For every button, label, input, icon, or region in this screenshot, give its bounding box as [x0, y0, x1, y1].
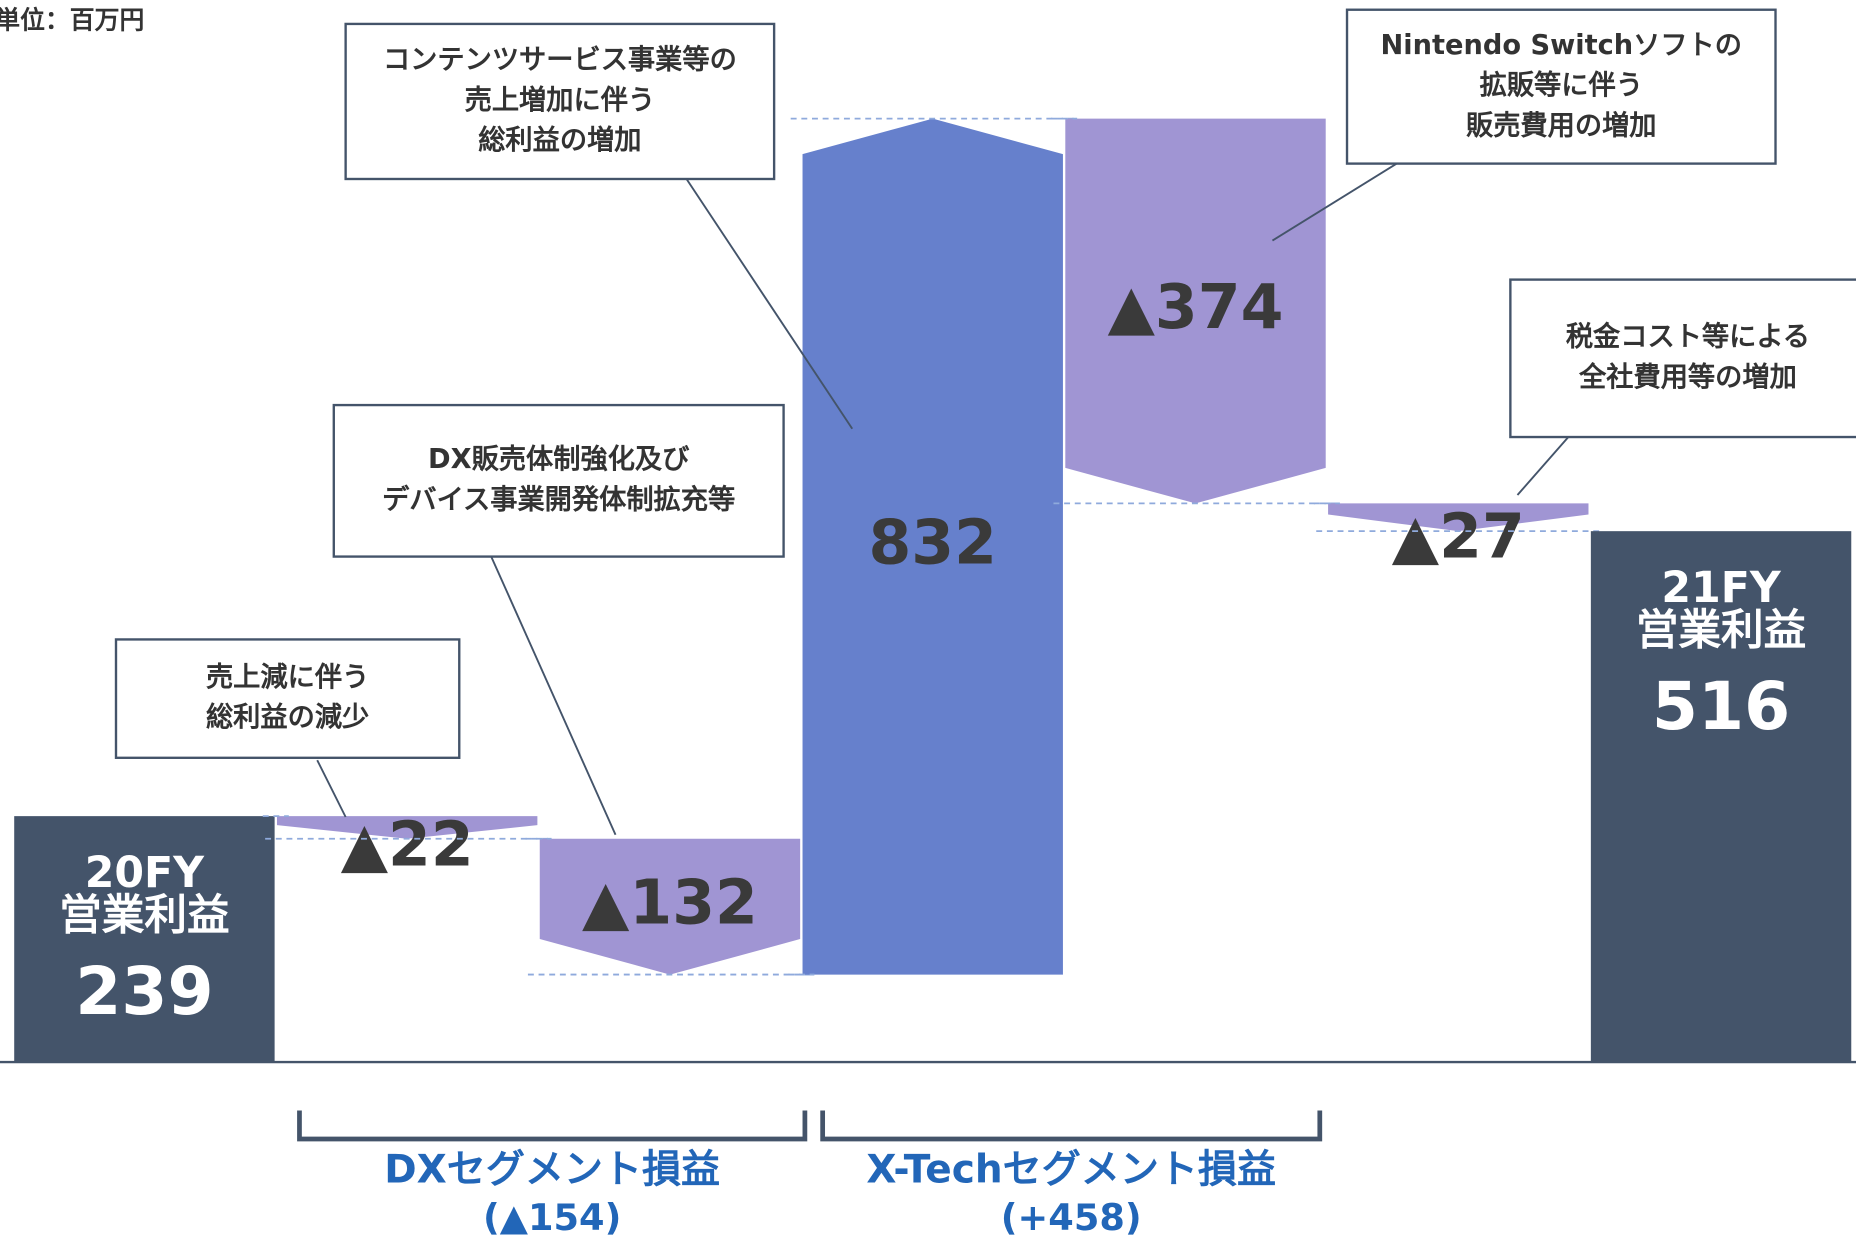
callout-box: [1345, 8, 1777, 165]
value-label: ▲22: [341, 808, 474, 880]
decrease-bar: [539, 838, 801, 975]
unit-label: 単位：百万円: [0, 6, 144, 35]
bracket: [820, 1110, 1323, 1142]
callout-text: 税金コスト等による: [1566, 321, 1810, 353]
segment-name: X-Techセグメント損益: [866, 1148, 1276, 1193]
callout-box: [344, 22, 776, 181]
leader-line: [316, 759, 347, 818]
leader-line: [1516, 436, 1570, 496]
callout-text: 販売費用の増加: [1466, 109, 1657, 141]
leader-line: [1271, 162, 1398, 242]
leader-line: [490, 556, 617, 836]
segment-total: (+458): [1001, 1196, 1142, 1239]
callout-text: 売上増加に伴う: [465, 84, 656, 116]
callout-text: DX販売体制強化及び: [428, 444, 690, 475]
callout-text: 売上減に伴う: [206, 662, 369, 693]
callout-text: デバイス事業開発体制拡充等: [382, 483, 735, 515]
total-bar: [1590, 531, 1852, 1063]
callout-box: [332, 403, 785, 558]
value-label: ▲374: [1108, 271, 1284, 343]
value-label: 832: [868, 507, 996, 579]
callout-text: 総利益の減少: [206, 701, 369, 733]
value-label: ▲27: [1392, 501, 1525, 573]
callout-text: Nintendo Switchソフトの: [1381, 30, 1742, 61]
value-label: 516: [1652, 667, 1790, 745]
bracket: [297, 1110, 808, 1142]
decrease-bar: [276, 816, 538, 839]
value-label: ▲132: [582, 867, 758, 939]
bar-category: 営業利益: [1636, 605, 1806, 655]
bar-category: 営業利益: [59, 890, 229, 940]
callout-text: 総利益の増加: [478, 124, 641, 156]
decrease-bar: [1328, 503, 1589, 532]
callout-text: コンテンツサービス事業等の: [383, 44, 737, 76]
increase-bar: [802, 118, 1063, 975]
total-bar: [14, 816, 275, 1063]
leader-line: [685, 178, 854, 430]
value-label: 239: [75, 952, 213, 1030]
bar-category: 21FY: [1661, 563, 1781, 613]
segment-total: (▲154): [483, 1196, 621, 1239]
callout-box: [1509, 278, 1856, 439]
bar-category: 20FY: [85, 848, 205, 898]
callout-box: [114, 638, 461, 759]
callout-text: 拡販等に伴う: [1480, 69, 1643, 101]
decrease-bar: [1065, 118, 1326, 504]
callout-text: 全社費用等の増加: [1578, 361, 1797, 393]
segment-name: DXセグメント損益: [384, 1148, 720, 1193]
